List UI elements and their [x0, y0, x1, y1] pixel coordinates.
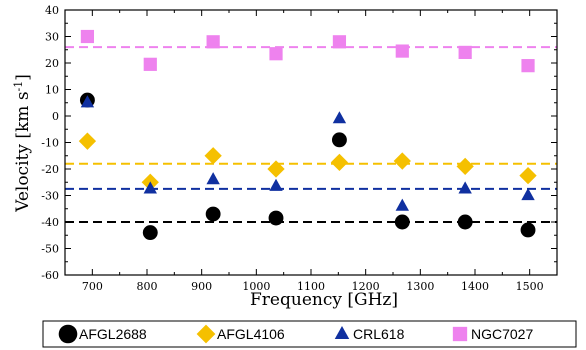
x-tick-label: 1500 [516, 280, 544, 293]
point-afgl2688 [520, 222, 536, 238]
x-tick-label: 1400 [461, 280, 489, 293]
point-ngc7027 [332, 35, 347, 49]
y-tick-label: -60 [41, 269, 59, 282]
point-crl618 [395, 198, 409, 211]
legend: AFGL2688 AFGL4106 CRL618 NGC7027 [42, 320, 577, 348]
legend-box [42, 320, 577, 348]
point-afgl2688 [268, 210, 284, 226]
y-axis-title-main: Velocity [km s [13, 91, 33, 212]
point-afgl4106 [78, 132, 97, 150]
point-afgl2688 [205, 206, 221, 222]
x-axis-title: Frequency [GHz] [250, 290, 398, 310]
y-tick-label: 40 [45, 4, 59, 17]
point-ngc7027 [458, 45, 472, 59]
point-crl618 [80, 95, 95, 108]
point-afgl2688 [457, 214, 473, 230]
point-afgl2688 [394, 214, 410, 230]
legend-label-crl618: CRL618 [353, 326, 405, 342]
y-tick-label: 30 [45, 31, 59, 44]
point-crl618 [143, 181, 157, 194]
point-ngc7027 [143, 57, 157, 71]
y-axis-title: Velocity [km s-1] [12, 74, 34, 213]
y-tick-label: -30 [41, 190, 59, 203]
y-tick-label: 0 [52, 110, 59, 123]
point-crl618 [458, 181, 472, 194]
legend-marker-crl618 [334, 325, 350, 339]
point-crl618 [521, 188, 535, 201]
legend-label-afgl2688: AFGL2688 [79, 326, 147, 342]
x-tick-label: 1000 [242, 280, 270, 293]
point-afgl2688 [142, 225, 158, 241]
legend-label-afgl4106: AFGL4106 [217, 326, 285, 342]
y-axis-title-close: ] [13, 74, 33, 81]
point-ngc7027 [521, 59, 535, 73]
tick-marks [64, 9, 558, 276]
point-ngc7027 [395, 44, 409, 58]
legend-marker-afgl4106 [196, 324, 216, 344]
mean-lines [65, 46, 557, 223]
point-ngc7027 [80, 29, 95, 44]
point-crl618 [269, 178, 283, 191]
x-tick-label: 800 [137, 280, 158, 293]
y-tick-label: -50 [41, 243, 59, 256]
point-afgl4106 [204, 147, 222, 165]
point-crl618 [332, 111, 347, 124]
plot-axes [64, 9, 558, 276]
legend-marker-afgl2688 [58, 324, 78, 344]
y-tick-label: 10 [45, 84, 59, 97]
x-tick-label: 1300 [406, 280, 434, 293]
y-tick-label: -40 [41, 216, 59, 229]
point-afgl4106 [393, 152, 411, 170]
y-tick-label: -20 [41, 163, 59, 176]
x-tick-label: 900 [191, 280, 212, 293]
x-tick-label: 1200 [352, 280, 380, 293]
point-afgl4106 [267, 160, 285, 178]
x-tick-label: 1100 [297, 280, 325, 293]
y-tick-label: 20 [45, 57, 59, 70]
point-afgl4106 [519, 166, 537, 185]
point-ngc7027 [269, 47, 283, 61]
y-axis-title-sup: -1 [12, 81, 25, 92]
legend-label-ngc7027: NGC7027 [471, 326, 533, 342]
point-afgl2688 [331, 132, 347, 148]
point-afgl4106 [330, 153, 349, 172]
tick-labels: 700 800 900 1000 1100 1200 1300 1400 1500 -60 -50 -… [41, 4, 543, 293]
point-afgl4106 [456, 157, 474, 175]
data-markers [78, 29, 537, 241]
x-tick-label: 700 [82, 280, 103, 293]
legend-marker-ngc7027 [452, 326, 468, 342]
point-crl618 [206, 172, 220, 185]
plot-frame [64, 9, 558, 276]
y-tick-label: -10 [41, 137, 59, 150]
point-ngc7027 [206, 35, 220, 49]
